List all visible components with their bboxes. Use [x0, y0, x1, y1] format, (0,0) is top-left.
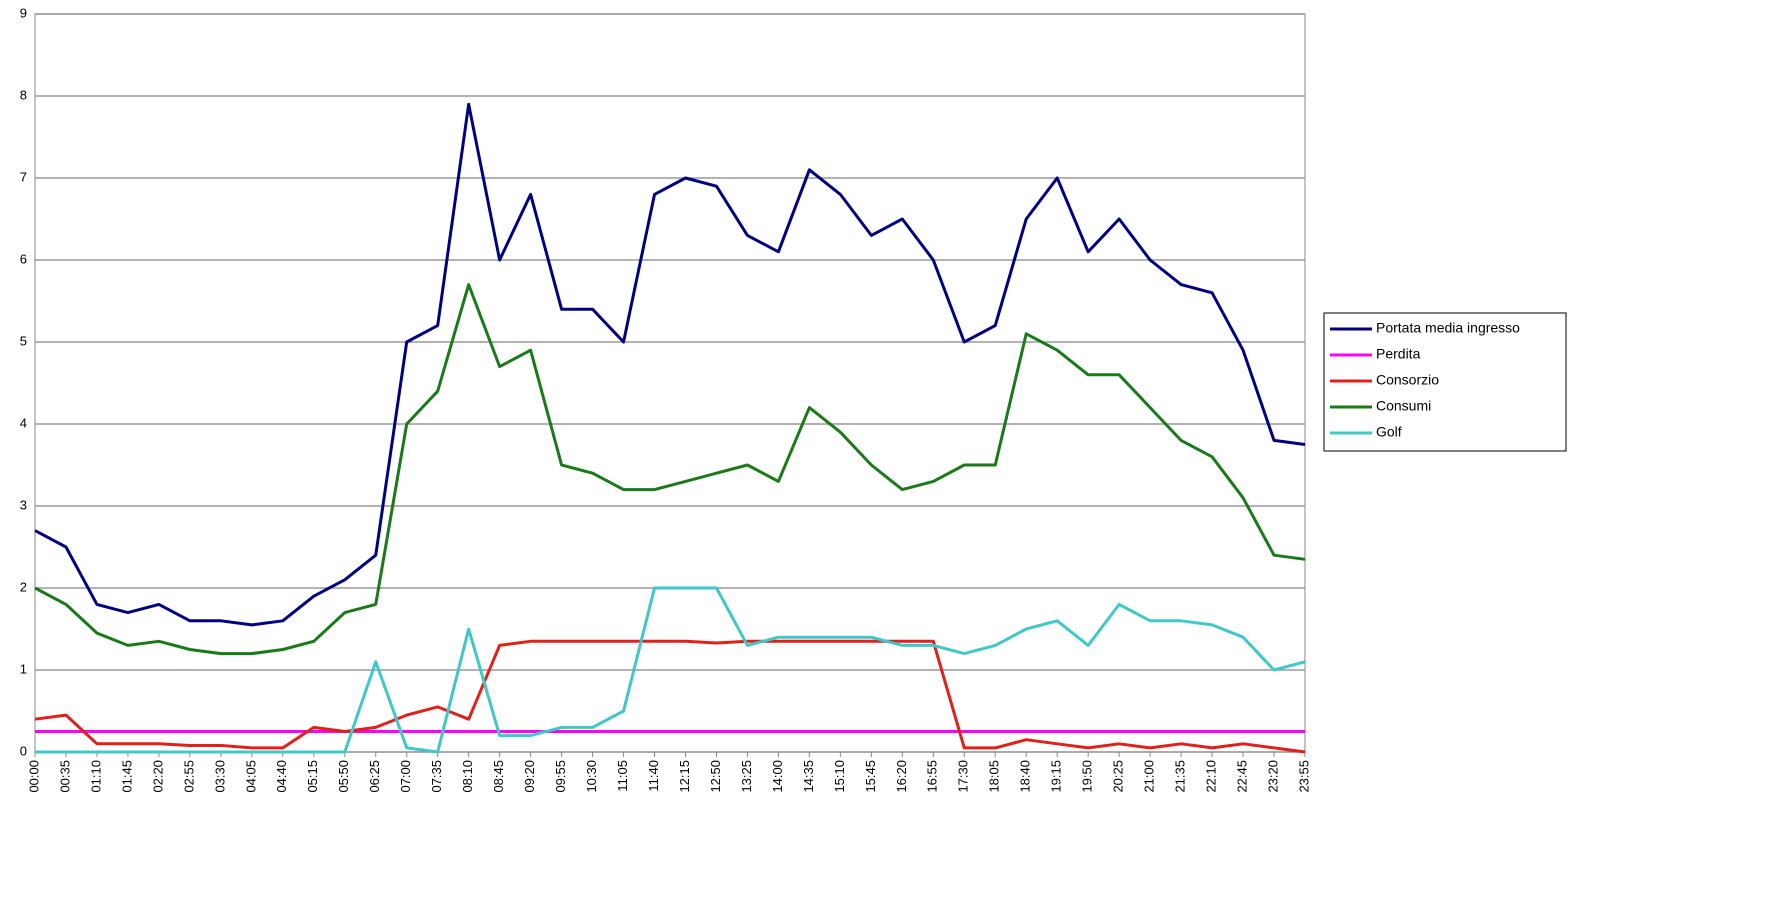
x-tick-label: 06:25: [367, 760, 382, 793]
y-tick-label: 6: [20, 251, 27, 266]
x-tick-label: 18:40: [1018, 760, 1033, 793]
x-tick-label: 23:20: [1265, 760, 1280, 793]
series-line: [34, 639, 1306, 754]
x-tick-label: 00:00: [26, 760, 41, 793]
y-tick-label: 5: [20, 333, 27, 348]
x-tick-label: 12:15: [677, 760, 692, 793]
legend-label: Perdita: [1376, 346, 1421, 362]
x-tick-label: 19:50: [1080, 760, 1095, 793]
series-line: [34, 283, 1306, 656]
x-tick-label: 01:45: [119, 760, 134, 793]
x-tick-label: 21:00: [1142, 760, 1157, 793]
x-tick-label: 17:30: [956, 760, 971, 793]
x-tick-label: 19:15: [1049, 760, 1064, 793]
x-tick-label: 07:00: [398, 760, 413, 793]
y-tick-label: 2: [20, 579, 27, 594]
x-tick-label: 10:30: [584, 760, 599, 793]
x-tick-label: 11:40: [646, 760, 661, 792]
x-tick-label: 04:05: [243, 760, 258, 793]
x-tick-label: 09:55: [553, 760, 568, 793]
x-tick-label: 05:50: [336, 760, 351, 793]
x-tick-label: 08:45: [491, 760, 506, 793]
x-tick-label: 08:10: [460, 760, 475, 793]
x-tick-label: 00:35: [57, 760, 72, 793]
x-tick-label: 22:10: [1204, 760, 1219, 793]
x-tick-label: 16:55: [925, 760, 940, 793]
series-line: [34, 102, 1306, 627]
y-tick-label: 4: [20, 415, 27, 430]
y-tick-label: 9: [20, 5, 27, 20]
x-tick-label: 13:25: [739, 760, 754, 793]
x-tick-label: 14:35: [801, 760, 816, 793]
x-tick-label: 01:10: [88, 760, 103, 793]
x-tick-label: 21:35: [1173, 760, 1188, 793]
legend-label: Golf: [1376, 424, 1402, 440]
x-tick-label: 02:20: [150, 760, 165, 793]
x-tick-label: 07:35: [429, 760, 444, 793]
y-tick-label: 7: [20, 169, 27, 184]
x-tick-label: 18:05: [987, 760, 1002, 793]
series-line: [35, 586, 1306, 754]
y-tick-label: 3: [20, 497, 27, 512]
legend-label: Consorzio: [1376, 372, 1439, 388]
x-tick-label: 05:15: [305, 760, 320, 793]
x-tick-label: 22:45: [1234, 760, 1249, 793]
x-tick-label: 15:10: [832, 760, 847, 793]
x-tick-label: 09:20: [522, 760, 537, 793]
x-tick-label: 11:05: [615, 760, 630, 792]
y-tick-label: 1: [20, 661, 27, 676]
y-tick-label: 0: [20, 743, 27, 758]
x-tick-label: 04:40: [274, 760, 289, 793]
legend-label: Portata media ingresso: [1376, 320, 1520, 336]
x-tick-label: 03:30: [212, 760, 227, 793]
x-tick-label: 12:50: [708, 760, 723, 793]
x-tick-label: 16:20: [894, 760, 909, 793]
x-tick-label: 23:55: [1296, 760, 1311, 793]
x-tick-label: 14:00: [770, 760, 785, 793]
x-tick-label: 20:25: [1111, 760, 1126, 793]
plot-frame: [34, 13, 1306, 753]
x-tick-label: 15:45: [863, 760, 878, 793]
x-tick-label: 02:55: [181, 760, 196, 793]
legend-label: Consumi: [1376, 398, 1431, 414]
y-tick-label: 8: [20, 87, 27, 102]
